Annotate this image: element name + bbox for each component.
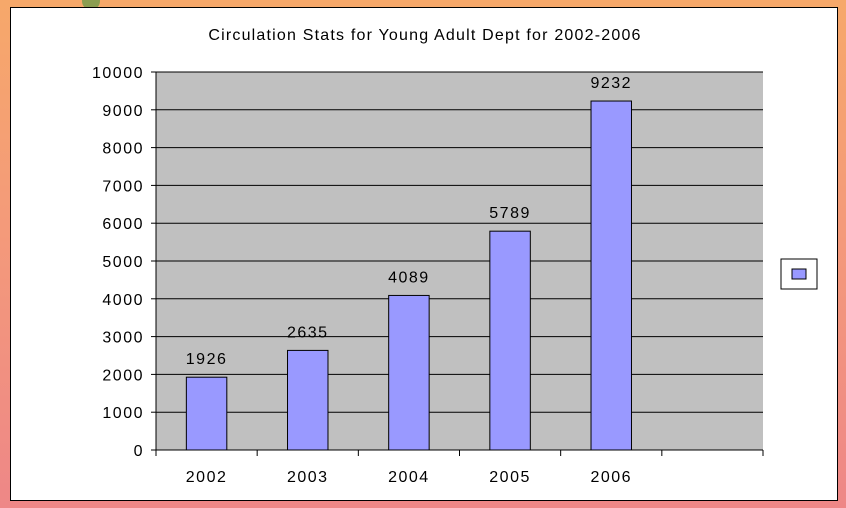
y-tick-label: 2000: [102, 367, 144, 384]
bar-2006: [590, 100, 632, 451]
data-label: 4089: [388, 269, 430, 286]
chart-title: Circulation Stats for Young Adult Dept f…: [208, 27, 641, 44]
y-tick-label: 8000: [102, 141, 144, 158]
y-tick-label: 0: [134, 443, 144, 460]
data-label: 1926: [186, 351, 228, 368]
data-label: 9232: [590, 75, 632, 92]
chart-container: Circulation Stats for Young Adult Dept f…: [10, 7, 838, 501]
y-tick-label: 3000: [102, 330, 144, 347]
data-label: 2635: [287, 324, 329, 341]
y-tick-label: 10000: [92, 65, 144, 82]
x-tick-label: 2006: [590, 469, 632, 486]
legend-swatch: [791, 268, 807, 280]
background-decoration: [82, 0, 100, 10]
data-label: 5789: [489, 205, 531, 222]
bar-2003: [287, 349, 329, 451]
y-tick-label: 7000: [102, 178, 144, 195]
bar-chart: Circulation Stats for Young Adult Dept f…: [92, 27, 818, 486]
bar-2002: [185, 376, 228, 451]
x-tick-label: 2002: [186, 469, 228, 486]
y-tick-label: 9000: [102, 103, 144, 120]
y-tick-label: 6000: [102, 216, 144, 233]
x-tick-label: 2003: [287, 469, 329, 486]
bar-2005: [489, 230, 531, 451]
y-tick-label: 1000: [102, 405, 144, 422]
x-tick-label: 2005: [489, 469, 531, 486]
y-tick-label: 4000: [102, 292, 144, 309]
bar-2004: [388, 294, 430, 451]
x-tick-label: 2004: [388, 469, 430, 486]
y-tick-label: 5000: [102, 254, 144, 271]
